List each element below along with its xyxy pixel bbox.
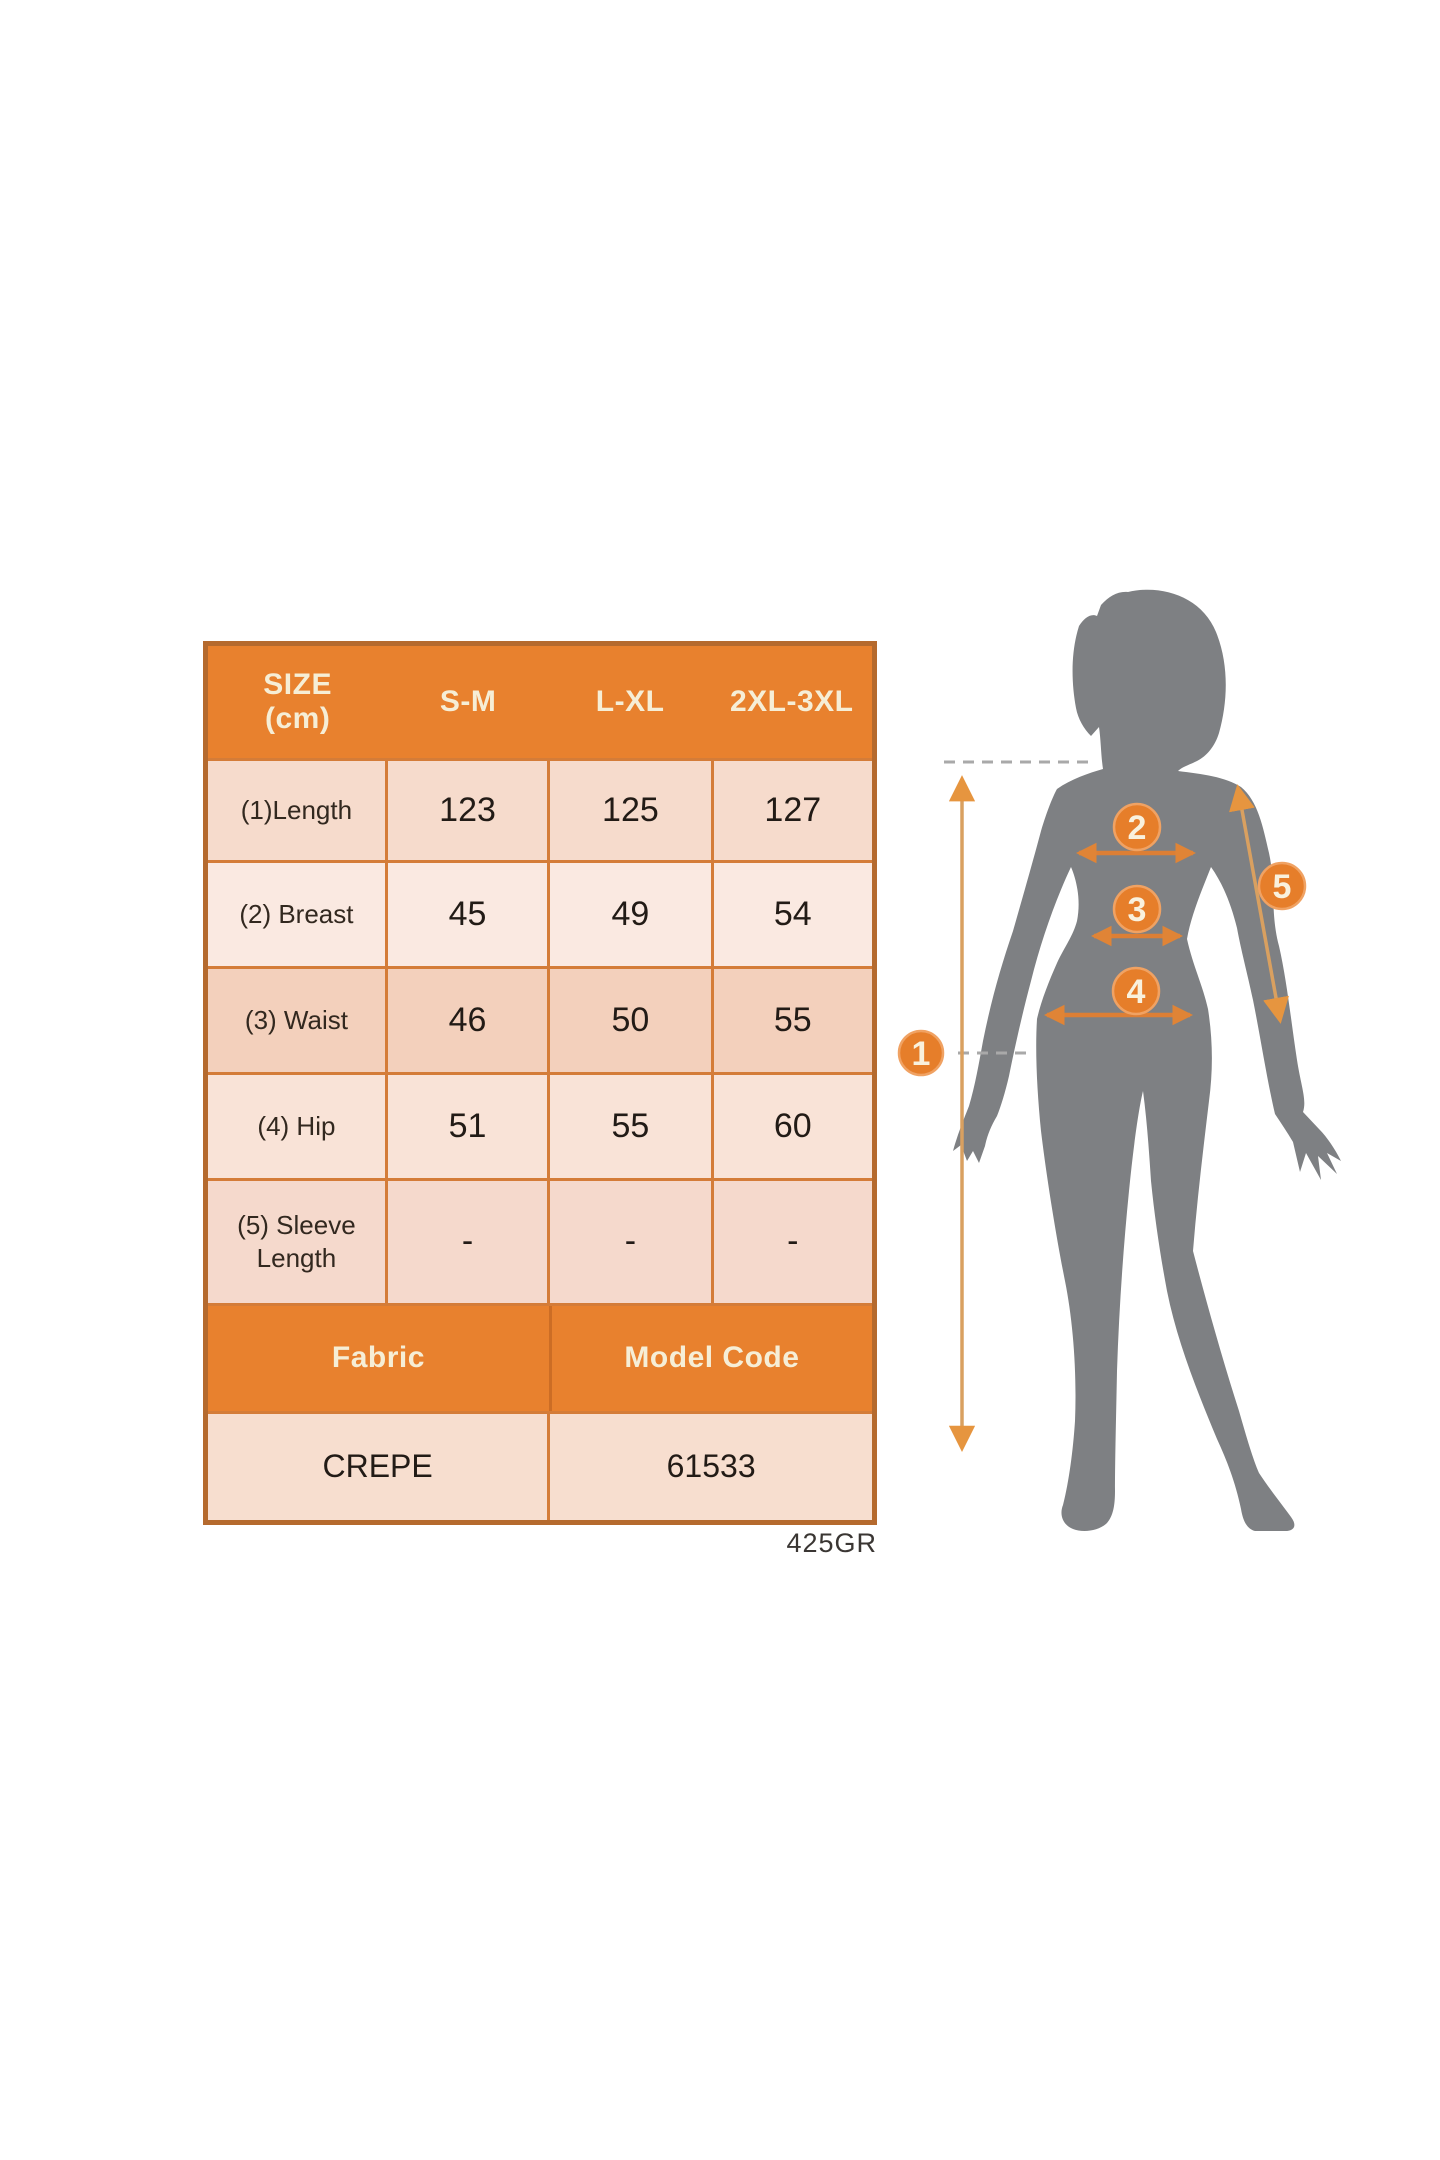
model-code-header: Model Code <box>548 1305 872 1411</box>
svg-text:5: 5 <box>1273 868 1292 906</box>
value-breast-lxl: 49 <box>550 863 711 966</box>
value-length-lxl: 125 <box>550 760 711 861</box>
value-breast-sm: 45 <box>387 863 548 966</box>
size-table-header-row: SIZE (cm) S-M L-XL 2XL-3XL <box>208 646 872 758</box>
column-header-size-cm: SIZE (cm) <box>263 668 332 735</box>
column-header-s-m: S-M <box>439 685 497 719</box>
svg-text:1: 1 <box>912 1035 931 1073</box>
svg-text:3: 3 <box>1128 891 1147 929</box>
value-waist-2xl: 55 <box>713 968 872 1072</box>
row-label-length: (1)Length <box>208 760 385 861</box>
row-label-breast: (2) Breast <box>208 863 385 966</box>
measurement-figure: 1 2 3 4 5 <box>897 589 1341 1531</box>
value-length-sm: 123 <box>387 760 548 861</box>
weight-note: 425GR <box>786 1528 877 1558</box>
marker-1: 1 <box>897 1029 945 1077</box>
svg-text:2: 2 <box>1128 809 1147 847</box>
info-header-row: Fabric Model Code <box>208 1305 872 1411</box>
value-length-2xl: 127 <box>713 760 872 861</box>
value-sleeve-sm: - <box>387 1181 548 1303</box>
row-label-waist: (3) Waist <box>208 968 385 1072</box>
woman-silhouette <box>953 589 1341 1531</box>
marker-2: 2 <box>1112 802 1162 852</box>
value-sleeve-lxl: - <box>550 1181 711 1303</box>
marker-5: 5 <box>1257 861 1307 911</box>
marker-3: 3 <box>1112 884 1162 934</box>
value-hip-lxl: 55 <box>550 1074 711 1179</box>
fabric-header: Fabric <box>331 1341 425 1375</box>
value-waist-lxl: 50 <box>550 968 711 1072</box>
row-label-hip: (4) Hip <box>208 1074 385 1179</box>
fabric-value: CREPE <box>208 1413 548 1520</box>
model-code-value: 61533 <box>550 1413 872 1520</box>
row-label-sleeve-length: (5) Sleeve Length <box>208 1181 385 1303</box>
value-breast-2xl: 54 <box>713 863 872 966</box>
value-hip-sm: 51 <box>387 1074 548 1179</box>
marker-4: 4 <box>1111 966 1161 1016</box>
column-header-l-xl: L-XL <box>595 685 665 719</box>
svg-text:4: 4 <box>1127 973 1146 1011</box>
value-waist-sm: 46 <box>387 968 548 1072</box>
value-sleeve-2xl: - <box>713 1181 872 1303</box>
column-header-2xl-3xl: 2XL-3XL <box>729 685 854 719</box>
sleeve-arrow <box>1229 784 1289 1024</box>
size-table: SIZE (cm) S-M L-XL 2XL-3XL (1)Length 123… <box>203 641 877 1525</box>
value-hip-2xl: 60 <box>713 1074 872 1179</box>
